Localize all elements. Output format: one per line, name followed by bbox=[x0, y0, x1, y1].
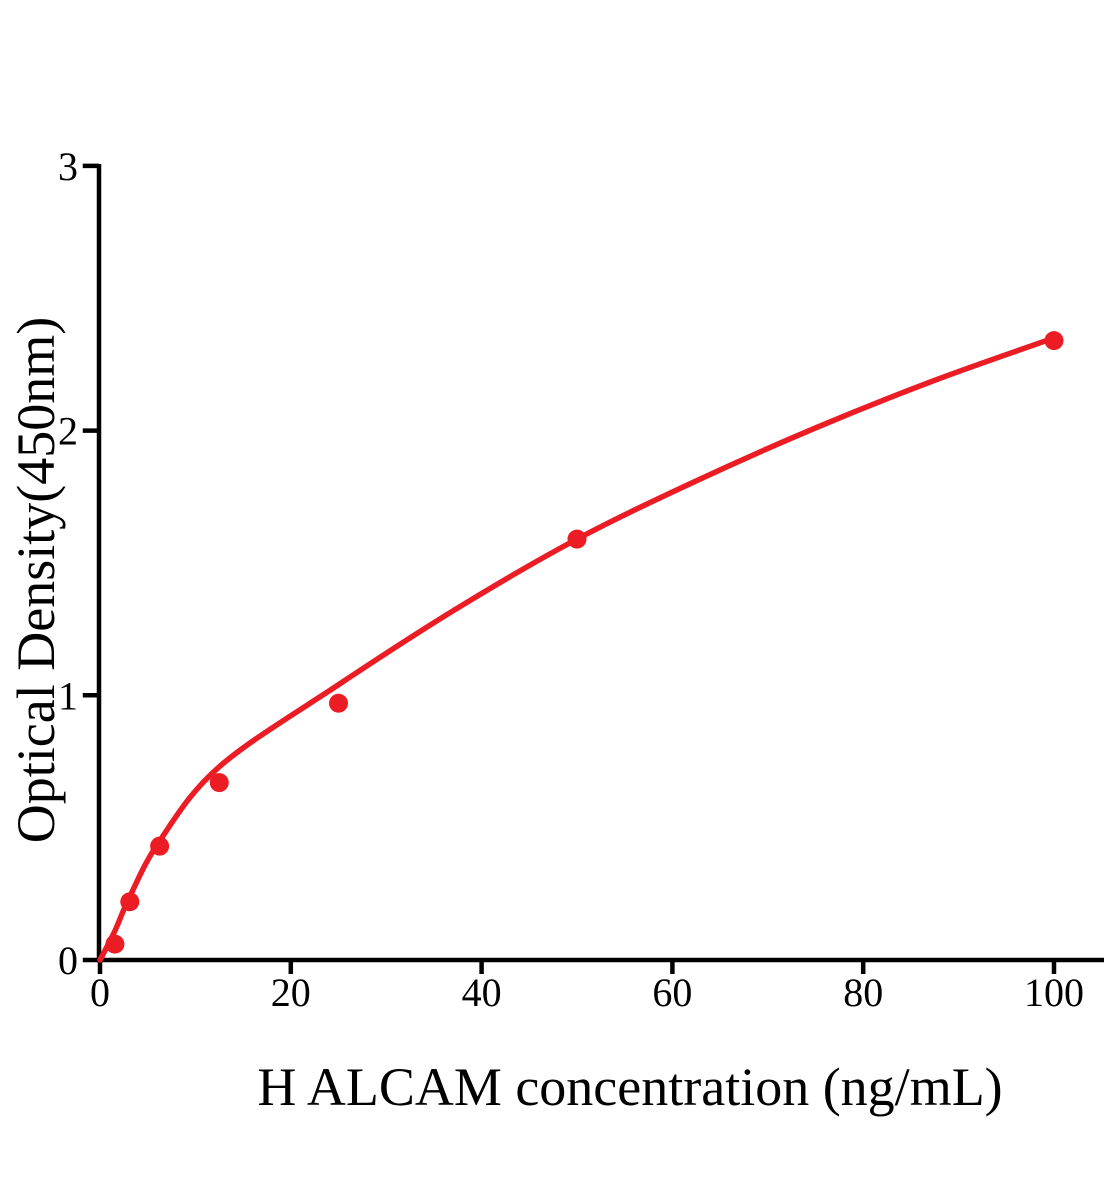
x-tick-label: 60 bbox=[652, 970, 692, 1015]
y-tick-label: 1 bbox=[58, 673, 78, 718]
y-tick-label: 0 bbox=[58, 938, 78, 983]
y-axis-title: Optical Density(450nm) bbox=[6, 316, 66, 844]
y-tick-label: 2 bbox=[58, 409, 78, 454]
y-tick-label: 3 bbox=[58, 144, 78, 189]
x-tick-label: 80 bbox=[843, 970, 883, 1015]
data-point bbox=[209, 773, 229, 793]
data-point bbox=[120, 892, 140, 912]
x-axis-title: H ALCAM concentration (ng/mL) bbox=[257, 1057, 1003, 1117]
data-point bbox=[150, 836, 170, 856]
x-tick-label: 100 bbox=[1024, 970, 1084, 1015]
x-tick-label: 20 bbox=[271, 970, 311, 1015]
standard-curve-line bbox=[97, 335, 1057, 963]
x-tick-label: 40 bbox=[462, 970, 502, 1015]
data-point bbox=[105, 934, 125, 954]
x-tick-label: 0 bbox=[90, 970, 110, 1015]
data-point bbox=[329, 693, 348, 713]
data-point bbox=[1044, 331, 1064, 351]
data-point bbox=[567, 529, 587, 549]
